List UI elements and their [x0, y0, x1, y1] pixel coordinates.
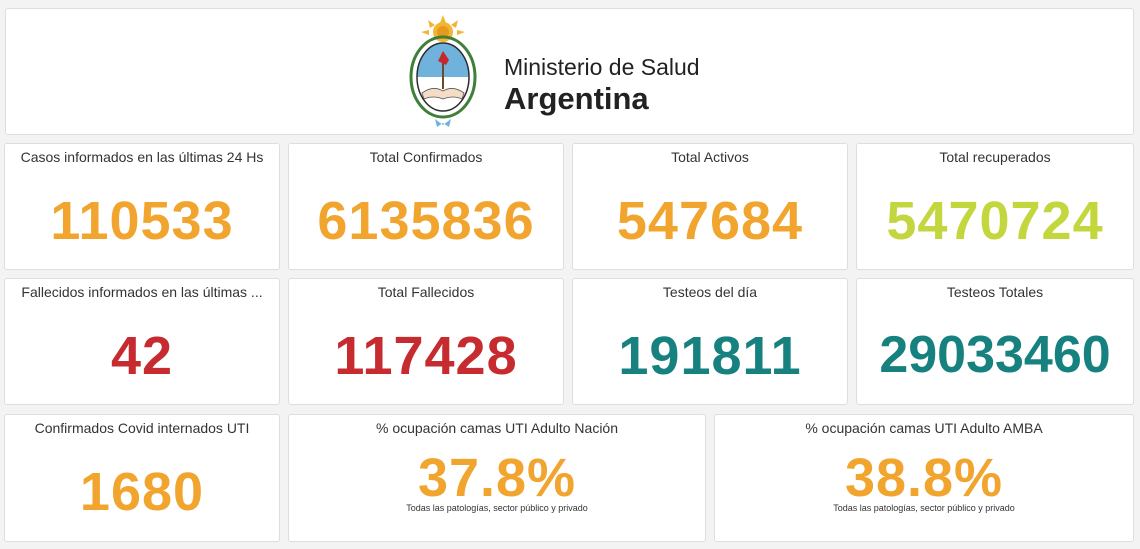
stat-card-total-fallecidos: Total Fallecidos 117428 [288, 278, 564, 405]
stat-title: Testeos del día [662, 284, 758, 300]
stat-card-testeos-dia: Testeos del día 191811 [572, 278, 848, 405]
stat-value: 38.8% [844, 448, 1004, 508]
stat-title: Testeos Totales [946, 284, 1044, 300]
stat-card-total-confirmados: Total Confirmados 6135836 [288, 143, 564, 270]
stat-card-casos-24hs: Casos informados en las últimas 24 Hs 11… [4, 143, 280, 270]
stat-value: 42 [110, 326, 174, 386]
stat-value: 5470724 [886, 191, 1104, 251]
stat-value: 117428 [334, 326, 518, 386]
stat-value: 37.8% [417, 448, 577, 508]
stat-value: 6135836 [317, 191, 535, 251]
stat-card-ocupacion-amba: % ocupación camas UTI Adulto AMBA 38.8% … [714, 414, 1134, 542]
stat-title: Total Confirmados [369, 149, 483, 165]
stat-value: 29033460 [879, 326, 1111, 384]
stat-title: Fallecidos informados en las últimas ... [21, 284, 263, 300]
stat-subtitle: Todas las patologías, sector público y p… [833, 503, 1015, 513]
stat-card-fallecidos-24hs: Fallecidos informados en las últimas ...… [4, 278, 280, 405]
stat-title: Confirmados Covid internados UTI [34, 420, 250, 436]
stat-value: 191811 [618, 326, 802, 386]
stat-card-total-recuperados: Total recuperados 5470724 [856, 143, 1134, 270]
stat-title: % ocupación camas UTI Adulto Nación [375, 420, 618, 436]
stat-subtitle: Todas las patologías, sector público y p… [406, 503, 588, 513]
header-card: Ministerio de Salud Argentina [5, 8, 1134, 135]
stat-title: % ocupación camas UTI Adulto AMBA [805, 420, 1043, 436]
coat-of-arms-icon [409, 15, 477, 127]
stat-card-testeos-totales: Testeos Totales 29033460 [856, 278, 1134, 405]
stat-card-ocupacion-nacion: % ocupación camas UTI Adulto Nación 37.8… [288, 414, 706, 542]
stat-value: 547684 [616, 191, 804, 251]
stat-card-total-activos: Total Activos 547684 [572, 143, 848, 270]
stat-card-internados-uti: Confirmados Covid internados UTI 1680 [4, 414, 280, 542]
stat-title: Total Fallecidos [377, 284, 475, 300]
stat-title: Total recuperados [939, 149, 1051, 165]
stat-value: 1680 [79, 462, 205, 522]
stat-title: Casos informados en las últimas 24 Hs [20, 149, 264, 165]
country-name: Argentina [504, 81, 649, 116]
stat-value: 110533 [50, 191, 234, 251]
stat-title: Total Activos [671, 149, 749, 165]
ministry-name: Ministerio de Salud [504, 54, 700, 80]
